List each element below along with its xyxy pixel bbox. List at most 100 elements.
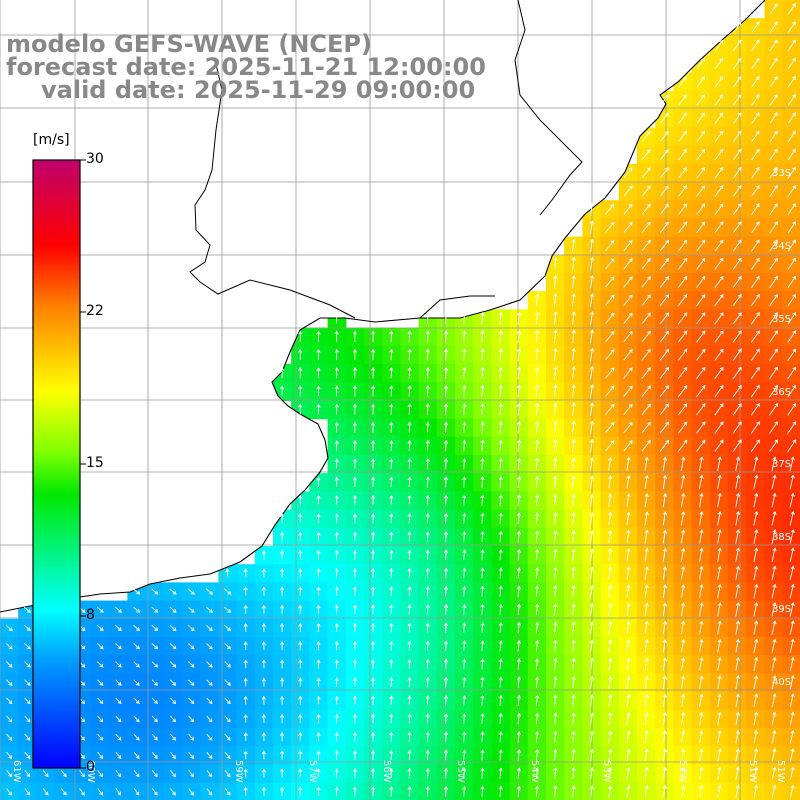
wind-vector [535,475,540,489]
wind-speed-cell [782,782,800,800]
wind-vector [115,606,122,613]
wind-vector [605,385,615,397]
wind-vector [280,786,285,796]
wind-vector [516,749,522,761]
wind-vector [735,748,740,762]
wind-vector [623,367,633,379]
wind-vector [623,349,633,361]
wind-vector [42,770,49,778]
wind-vector [787,3,796,15]
colorbar-tick-0: 0 [86,759,95,775]
wind-vector [407,567,412,578]
wind-vector [371,440,376,451]
wind-vector [535,512,540,525]
wind-vector [205,588,214,595]
wind-vector [732,312,742,325]
wind-vector [115,733,122,741]
wind-vector [133,661,140,668]
wind-vector [97,752,104,759]
wind-vector [425,676,430,688]
wind-vector [608,675,613,689]
wind-vector [516,712,522,725]
wind-vector [769,76,778,88]
wind-vector [571,311,576,325]
wind-vector [170,733,176,741]
longitude-label: 51W [775,760,786,783]
wind-speed-cell [109,782,128,800]
wind-vector [170,788,176,796]
wind-vector [243,732,248,742]
wind-vector [334,330,339,342]
wind-vector [699,511,704,526]
wind-vector [677,385,688,398]
wind-vector [462,421,467,434]
wind-vector [589,220,595,234]
wind-vector [733,76,742,88]
wind-vector [789,456,795,472]
wind-vector [662,511,668,526]
wind-vector [480,749,485,761]
wind-vector [389,731,394,742]
wind-vector [371,640,376,651]
wind-vector [605,367,615,379]
wind-vector [24,715,31,723]
wind-vector [696,221,706,234]
wind-vector [389,622,394,633]
wind-vector [662,547,668,562]
wind-vector [425,531,430,542]
wind-vector [608,748,613,762]
wind-vector [659,421,670,434]
wind-vector [480,585,485,597]
wind-vector [462,457,467,470]
wind-vector [789,474,795,490]
wind-vector [115,770,122,778]
wind-vector [678,94,687,106]
wind-vector [608,493,613,507]
wind-vector [699,711,704,726]
longitude-label: 61W [11,760,22,783]
wind-vector [169,697,177,705]
wind-vector [677,421,688,434]
wind-vector [97,733,104,741]
wind-vector [115,624,122,632]
wind-vector [659,367,670,379]
wind-vector [389,677,394,688]
wind-vector [334,586,339,596]
wind-vector [151,715,158,723]
latitude-label: 39S [772,604,791,615]
wind-vector [678,276,688,288]
wind-vector [133,606,141,613]
wind-vector [696,312,706,325]
wind-vector [680,602,686,617]
wind-vector [644,657,649,671]
wind-vector [407,658,412,669]
wind-vector [389,767,394,779]
wind-vector [717,784,722,798]
wind-vector [334,750,339,760]
wind-vector [334,568,339,578]
wind-vector [605,276,615,288]
wind-vector [371,568,376,578]
wind-vector [678,185,687,197]
wind-vector [352,513,358,524]
wind-vector [789,547,795,563]
wind-vector [407,604,412,615]
wind-vector [753,656,759,671]
wind-vector [680,784,686,798]
wind-vector [60,788,67,796]
wind-vector [243,604,248,614]
wind-vector [425,476,430,488]
wind-vector [462,767,467,779]
wind-vector [425,348,430,361]
wind-vector [644,493,649,508]
wind-vector [626,657,631,671]
wind-vector [498,694,503,706]
wind-vector [261,714,266,723]
wind-vector [352,695,358,706]
wind-vector [553,275,558,289]
wind-vector [316,732,321,742]
wind-vector [407,640,412,651]
wind-vector [553,293,558,307]
wind-vector [280,385,285,397]
wind-vector [261,659,266,669]
